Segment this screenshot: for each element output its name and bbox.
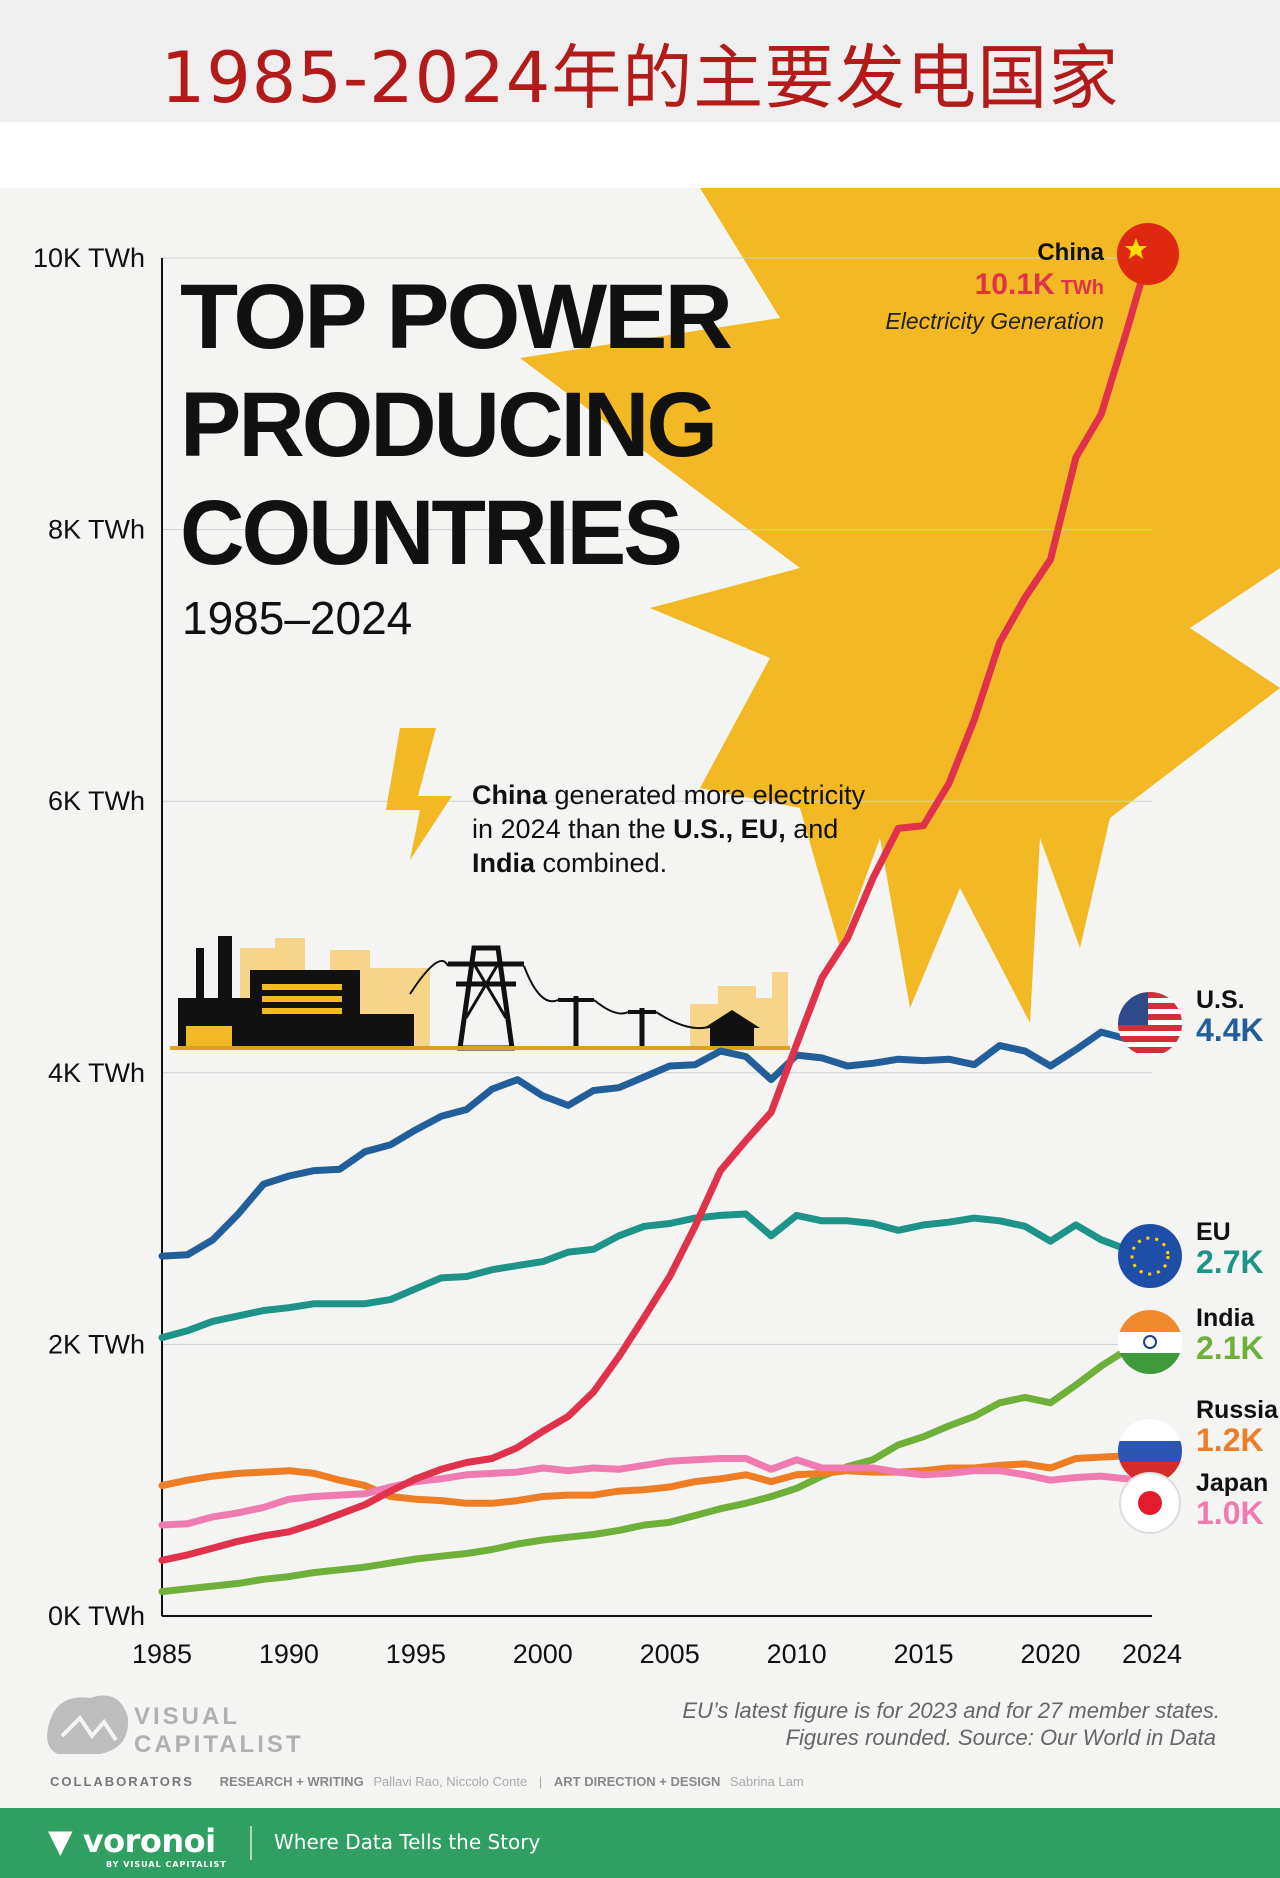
india-end-label: India 2.1K <box>1118 1304 1264 1374</box>
russia-label-value: 1.2K <box>1196 1422 1264 1458</box>
india-label-value: 2.1K <box>1196 1330 1264 1366</box>
series-line-japan <box>158 1455 1156 1529</box>
annotation-pre-2: in 2024 than the <box>472 814 673 844</box>
x-tick-label: 2005 <box>640 1639 700 1669</box>
chart-title-line-1: TOP POWER <box>180 266 732 368</box>
annotation-bold-2: U.S., EU, <box>673 814 786 844</box>
india-flag-icon <box>1118 1310 1182 1374</box>
footer-tagline: Where Data Tells the Story <box>274 1830 541 1854</box>
eu-label-name: EU <box>1196 1218 1231 1246</box>
grid-lines <box>162 257 1152 1345</box>
y-tick-labels: 0K TWh 2K TWh 4K TWh 6K TWh 8K TWh 10K TWh <box>33 243 145 1631</box>
chart-subtitle: 1985–2024 <box>182 592 412 644</box>
eu-label-value: 2.7K <box>1196 1244 1264 1280</box>
x-tick-label: 2024 <box>1122 1639 1182 1669</box>
series-line-china <box>158 240 1156 1564</box>
annotation-bold-3: India <box>472 848 536 878</box>
x-tick-label: 1990 <box>259 1639 319 1669</box>
y-tick-label: 0K TWh <box>48 1601 145 1631</box>
x-tick-label: 2000 <box>513 1639 573 1669</box>
research-names: Pallavi Rao, Niccolo Conte <box>373 1774 527 1789</box>
annotation-rest-1: generated more electricity <box>547 780 866 810</box>
art-names: Sabrina Lam <box>730 1774 804 1789</box>
annotation-rest-3: combined. <box>535 848 667 878</box>
footnote-1: EU’s latest figure is for 2023 and for 2… <box>682 1698 1220 1723</box>
russia-label-name: Russia <box>1196 1396 1279 1424</box>
y-tick-label: 10K TWh <box>33 243 145 273</box>
art-label: ART DIRECTION + DESIGN <box>554 1774 721 1789</box>
x-tick-labels: 1985 1990 1995 2000 2005 2010 2015 2020 2024 <box>132 1639 1182 1669</box>
us-flag-icon <box>1118 992 1182 1056</box>
collaborators-line: COLLABORATORS RESEARCH + WRITING Pallavi… <box>50 1774 804 1789</box>
visual-capitalist-logo: VISUAL CAPITALIST <box>47 1695 304 1758</box>
research-label: RESEARCH + WRITING <box>220 1774 364 1789</box>
voronoi-logo-icon: ▼ <box>48 1822 73 1860</box>
chart-svg: 0K TWh 2K TWh 4K TWh 6K TWh 8K TWh 10K TWh 19… <box>33 188 1280 1789</box>
us-end-label: U.S. 4.4K <box>1118 986 1264 1056</box>
power-grid-illustration <box>170 936 790 1051</box>
collaborators-label: COLLABORATORS <box>50 1774 194 1789</box>
china-flag-star-icon <box>1125 238 1147 259</box>
x-tick-label: 1995 <box>386 1639 446 1669</box>
series-lines <box>158 240 1156 1596</box>
japan-label-value: 1.0K <box>1196 1495 1264 1531</box>
annotation-bold-china: China <box>472 780 548 810</box>
y-tick-label: 6K TWh <box>48 786 145 816</box>
series-line-russia <box>158 1449 1156 1507</box>
banner-title: 1985-2024年的主要发电国家 <box>160 37 1120 119</box>
india-label-name: India <box>1196 1304 1255 1332</box>
china-label-number: 10.1K <box>975 268 1055 301</box>
y-tick-label: 2K TWh <box>48 1329 145 1359</box>
footer-bar: ▼ voronoi BY VISUAL CAPITALIST Where Dat… <box>0 1808 1280 1878</box>
sunburst <box>520 188 1280 1023</box>
credits-divider: | <box>539 1774 542 1789</box>
y-tick-label: 4K TWh <box>48 1058 145 1088</box>
chart-title-line-3: COUNTRIES <box>180 482 680 584</box>
voronoi-logo[interactable]: ▼ voronoi BY VISUAL CAPITALIST <box>48 1822 226 1869</box>
x-tick-label: 1985 <box>132 1639 192 1669</box>
logo-line-1: VISUAL <box>134 1703 240 1730</box>
china-end-label: China 10.1K TWh Electricity Generation <box>885 223 1179 334</box>
japan-label-name: Japan <box>1196 1469 1268 1497</box>
x-tick-label: 2015 <box>893 1639 953 1669</box>
annotation-post-2: and <box>786 814 839 844</box>
eu-flag-icon <box>1118 1224 1182 1288</box>
footer-divider <box>250 1826 252 1860</box>
series-line-us <box>158 1015 1156 1260</box>
eu-end-label: EU 2.7K <box>1118 1218 1264 1288</box>
annotation-line-3: India combined. <box>472 848 667 878</box>
china-label-name: China <box>1037 239 1104 266</box>
visual-capitalist-logo-icon <box>47 1695 129 1754</box>
y-tick-label: 8K TWh <box>48 515 145 545</box>
us-label-value: 4.4K <box>1196 1012 1264 1048</box>
china-flag-icon <box>1117 223 1179 285</box>
annotation-line-2: in 2024 than the U.S., EU, and <box>472 814 838 844</box>
series-line-eu <box>158 1210 1156 1342</box>
voronoi-logo-sub: BY VISUAL CAPITALIST <box>106 1860 227 1869</box>
japan-end-label: Japan 1.0K <box>1119 1469 1268 1534</box>
lightning-bolt-icon <box>386 728 452 860</box>
chart-panel: 0K TWh 2K TWh 4K TWh 6K TWh 8K TWh 10K TWh 19… <box>0 188 1280 1808</box>
china-label-unit: TWh <box>1061 277 1104 299</box>
logo-line-2: CAPITALIST <box>134 1731 304 1758</box>
eu-flag-stars-icon <box>1130 1236 1170 1276</box>
banner-spacer <box>0 122 1280 188</box>
x-tick-label: 2020 <box>1020 1639 1080 1669</box>
us-label-name: U.S. <box>1196 986 1245 1014</box>
voronoi-logo-text: voronoi <box>82 1822 216 1860</box>
china-label-caption: Electricity Generation <box>885 308 1104 334</box>
chart-title-line-2: PRODUCING <box>180 374 715 476</box>
annotation-line-1: China generated more electricity <box>472 780 866 810</box>
banner: 1985-2024年的主要发电国家 <box>0 0 1280 122</box>
japan-flag-sun-icon <box>1138 1491 1162 1515</box>
footnote-2: Figures rounded. Source: Our World in Da… <box>786 1725 1216 1750</box>
china-label-value: 10.1K TWh <box>975 268 1104 301</box>
x-tick-label: 2010 <box>767 1639 827 1669</box>
series-line-india <box>158 1327 1156 1596</box>
